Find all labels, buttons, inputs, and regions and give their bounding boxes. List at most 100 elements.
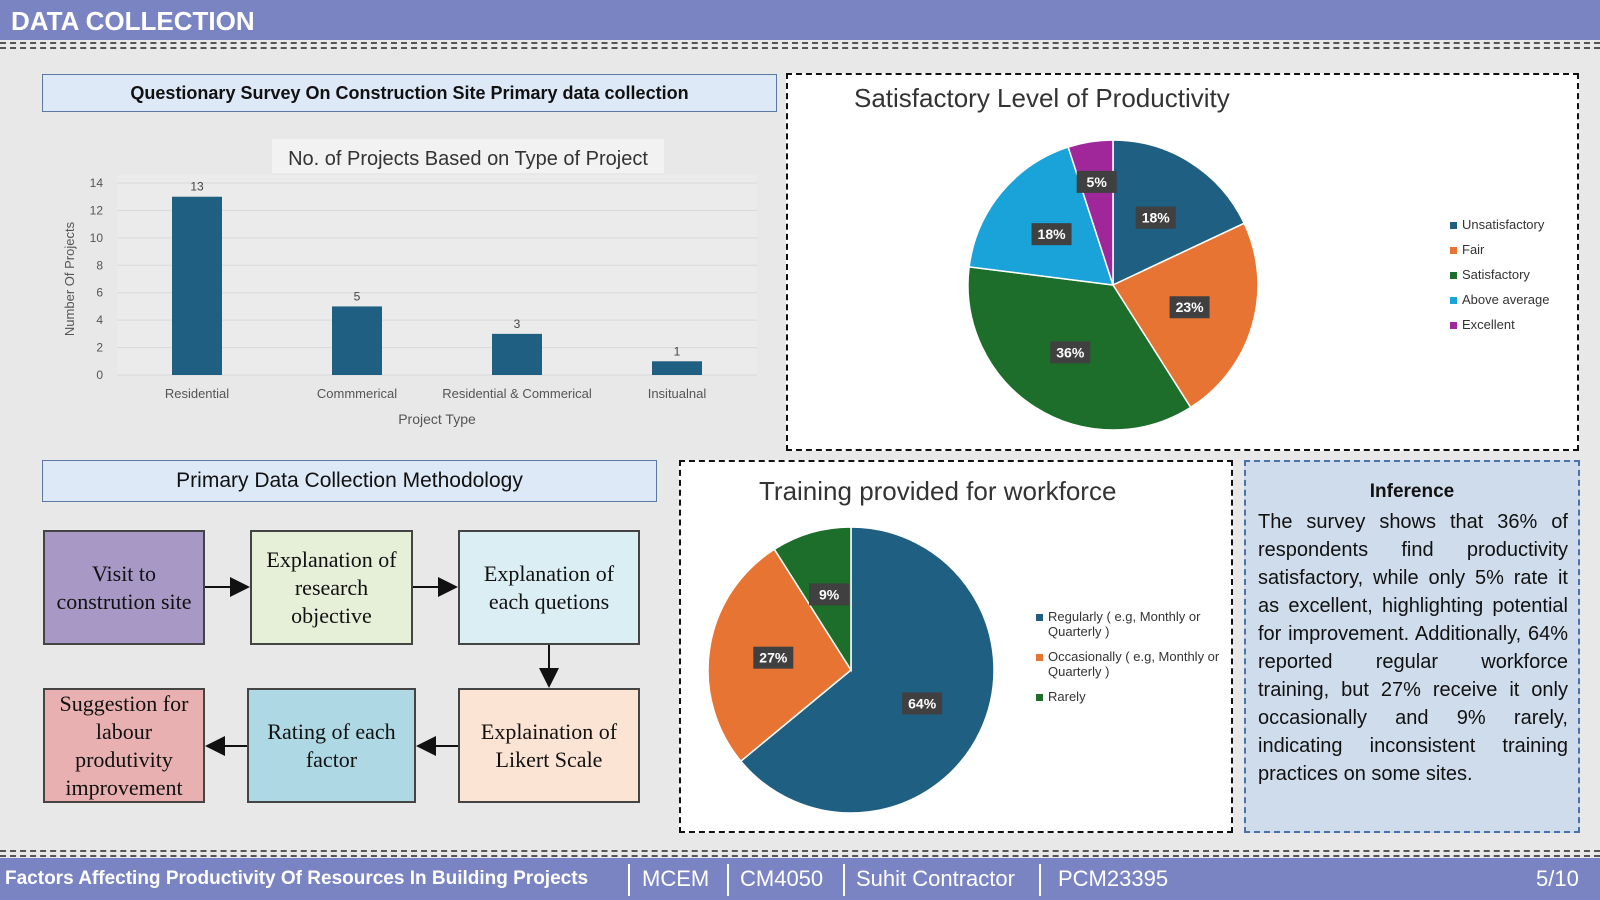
y-tick-label: 6 [96, 286, 103, 300]
flow-step-suggestion: Suggestion for labour produtivity improv… [43, 688, 205, 803]
bar-data-label: 5 [354, 289, 361, 303]
flow-step-label: Explaination of Likert Scale [480, 718, 618, 772]
training-legend-swatch [1036, 654, 1043, 661]
page-title: DATA COLLECTION [11, 6, 255, 36]
satisfaction-legend-item: Above average [1450, 292, 1568, 307]
header-divider [0, 42, 1600, 44]
y-tick-label: 0 [96, 368, 103, 382]
satisfaction-label-bg [1076, 170, 1117, 193]
training-label-bg [902, 692, 943, 715]
y-axis-label: Number Of Projects [62, 221, 77, 336]
x-tick-label: Commmerical [317, 386, 397, 401]
flow-step-likert-scale: Explaination of Likert Scale [458, 688, 640, 803]
bar-2 [492, 333, 542, 375]
training-pie-chart: 64% 27% 9% [707, 526, 995, 814]
satisfaction-legend: Unsatisfactory Fair Satisfactory Above aver… [1450, 217, 1568, 342]
satisfaction-label-bg [1031, 223, 1072, 246]
satisfaction-data-label: 23% [1176, 299, 1205, 315]
y-tick-label: 2 [96, 341, 103, 355]
satisfaction-pie-chart: 18% 23% 36% 18% 5% [967, 139, 1259, 431]
bar-data-label: 1 [674, 344, 681, 358]
bar-0 [172, 196, 222, 375]
x-tick-label: Residential & Commerical [442, 386, 592, 401]
methodology-title-box: Primary Data Collection Methodology [42, 460, 657, 502]
satisfaction-label-bg [1050, 341, 1091, 364]
bar-3 [652, 361, 702, 375]
satisfaction-legend-swatch [1450, 322, 1457, 329]
satisfaction-label-bg [1169, 296, 1210, 319]
header-divider-2 [0, 47, 1600, 49]
x-axis-label: Project Type [398, 411, 476, 427]
satisfaction-legend-label: Above average [1462, 292, 1550, 307]
footer-divider [0, 850, 1600, 852]
flow-step-each-question: Explanation of each quetions [458, 530, 640, 645]
satisfaction-data-label: 5% [1087, 174, 1108, 190]
footer-course: CM4050 [740, 866, 824, 891]
satisfaction-legend-swatch [1450, 247, 1457, 254]
training-label-bg [809, 583, 850, 606]
satisfaction-data-label: 18% [1142, 210, 1171, 226]
satisfaction-legend-item: Fair [1450, 242, 1568, 257]
flow-step-label: Explanation of each quetions [483, 560, 615, 614]
flow-step-label: Visit to constrution site [56, 560, 192, 614]
footer-author: Suhit Contractor [856, 866, 1015, 891]
training-slice-0 [739, 526, 995, 814]
training-data-label: 64% [908, 695, 937, 711]
footer-id: PCM23395 [1058, 866, 1169, 891]
flow-step-label: Suggestion for labour produtivity improv… [59, 690, 189, 800]
satisfaction-legend-swatch [1450, 222, 1457, 229]
training-data-label: 9% [819, 586, 840, 602]
training-legend-item: Regularly ( e.g, Monthly or Quarterly ) [1036, 609, 1221, 639]
footer-bar: Factors Affecting Productivity Of Resour… [0, 858, 1600, 900]
y-tick-label: 12 [90, 203, 104, 217]
bar-chart-title: No. of Projects Based on Type of Project [288, 148, 648, 170]
satisfaction-legend-label: Satisfactory [1462, 267, 1530, 282]
satisfaction-legend-item: Satisfactory [1450, 267, 1568, 282]
footer-project-title: Factors Affecting Productivity Of Resour… [5, 868, 589, 889]
training-chart-title: Training provided for workforce [759, 476, 1117, 506]
training-legend-label: Regularly ( e.g, Monthly or Quarterly ) [1048, 609, 1201, 639]
footer-page-number: 5/10 [1536, 866, 1579, 891]
inference-text: The survey shows that 36% of respondents… [1258, 511, 1568, 785]
flow-step-visit-site: Visit to constrution site [43, 530, 205, 645]
bar-data-label: 3 [514, 317, 521, 331]
y-tick-label: 10 [90, 231, 104, 245]
x-tick-label: Residential [165, 386, 229, 401]
survey-title-box: Questionary Survey On Construction Site … [42, 74, 777, 112]
footer-divider-2 [0, 855, 1600, 857]
y-tick-label: 4 [96, 313, 103, 327]
flow-step-research-objective: Explanation of research objective [250, 530, 413, 645]
bar-chart-title-bg [272, 139, 664, 173]
header-bar: DATA COLLECTION [0, 0, 1600, 40]
satisfaction-panel: Satisfactory Level of Productivity 18% 23… [786, 73, 1579, 451]
flow-step-rating-factor: Rating of each factor [247, 688, 416, 803]
satisfaction-legend-item: Excellent [1450, 317, 1568, 332]
bar-data-label: 13 [190, 180, 204, 194]
training-legend: Regularly ( e.g, Monthly or Quarterly ) O… [1036, 609, 1221, 714]
satisfaction-chart-title: Satisfactory Level of Productivity [854, 83, 1230, 113]
satisfaction-slice-0 [1112, 139, 1246, 287]
training-legend-label: Rarely [1048, 689, 1086, 704]
y-tick-label: 14 [90, 176, 104, 190]
satisfaction-legend-item: Unsatisfactory [1450, 217, 1568, 232]
training-legend-label: Occasionally ( e.g, Monthly or Quarterly… [1048, 649, 1220, 679]
satisfaction-legend-label: Fair [1462, 242, 1485, 257]
plot-area [117, 175, 757, 375]
training-panel: Training provided for workforce 64% 27% 9%… [679, 460, 1233, 833]
satisfaction-legend-swatch [1450, 272, 1457, 279]
satisfaction-legend-swatch [1450, 297, 1457, 304]
methodology-title: Primary Data Collection Methodology [176, 469, 523, 492]
satisfaction-data-label: 36% [1056, 344, 1085, 360]
satisfaction-legend-label: Excellent [1462, 317, 1515, 332]
training-legend-swatch [1036, 694, 1043, 701]
footer-program: MCEM [642, 866, 710, 891]
training-data-label: 27% [759, 650, 788, 666]
bar-1 [332, 306, 382, 375]
flow-step-label: Explanation of research objective [266, 546, 397, 628]
y-tick-label: 8 [96, 258, 103, 272]
training-label-bg [753, 646, 794, 669]
satisfaction-label-bg [1135, 206, 1176, 229]
training-legend-item: Rarely [1036, 689, 1221, 704]
inference-panel: Inference The survey shows that 36% of r… [1244, 460, 1580, 833]
satisfaction-legend-label: Unsatisfactory [1462, 217, 1545, 232]
